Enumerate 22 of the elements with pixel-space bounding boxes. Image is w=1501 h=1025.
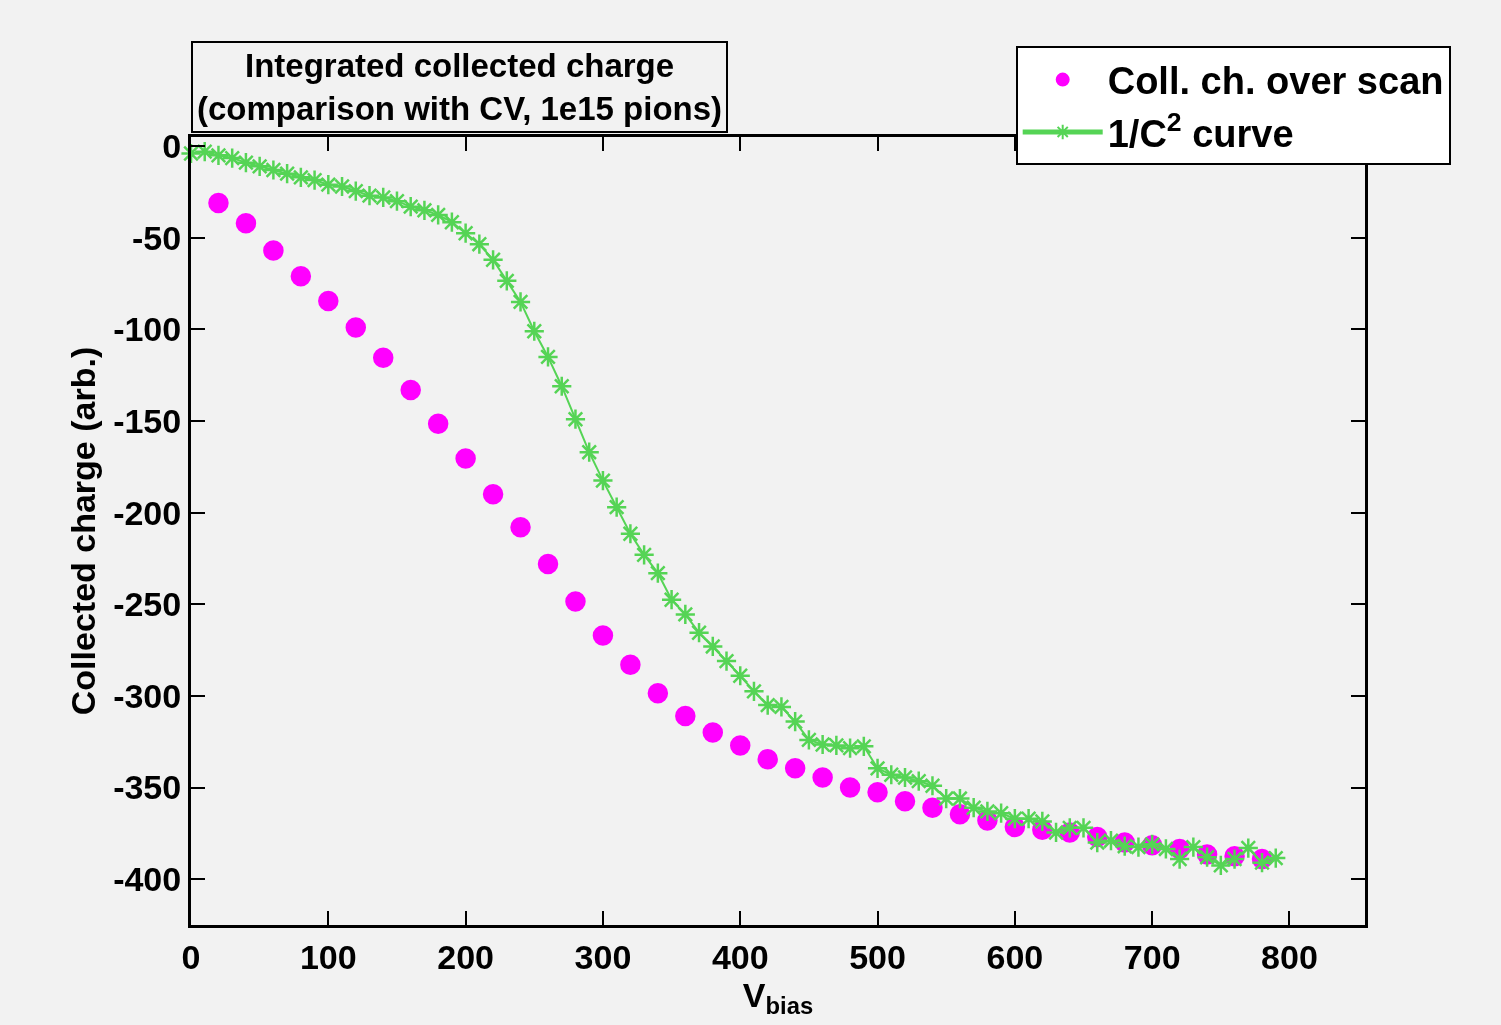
x-axis-title: V$_{bias}$	[742, 975, 814, 1019]
y-tick-label: -300	[113, 676, 182, 715]
y-tick-label: 0	[162, 127, 182, 166]
x-tick-label: 600	[986, 937, 1044, 976]
x-tick-label: 400	[711, 937, 769, 976]
legend-label: Coll. ch. over scan	[1107, 60, 1444, 103]
x-tick-label: 300	[574, 937, 632, 976]
y-axis-title: Collected charge (arb.)	[63, 346, 102, 716]
y-tick-label: -200	[113, 493, 182, 532]
legend-label: 1/C$^{2}$ curve	[1107, 106, 1294, 155]
x-tick-label: 200	[437, 937, 494, 976]
y-tick-label: -50	[132, 218, 182, 257]
y-tick-label: -150	[113, 401, 182, 440]
chart-title: Integrated collected charge (comparison with CV, 1e15 pions)	[197, 47, 723, 127]
y-tick-label: -350	[113, 768, 182, 807]
y-tick-label: -250	[113, 585, 182, 624]
x-tick-label: 700	[1123, 937, 1181, 976]
y-tick-label: -400	[113, 860, 182, 899]
x-tick-label: 100	[299, 937, 357, 976]
y-tick-label: -100	[113, 310, 182, 349]
x-tick-label: 500	[849, 937, 906, 976]
x-tick-label: 800	[1261, 937, 1318, 976]
